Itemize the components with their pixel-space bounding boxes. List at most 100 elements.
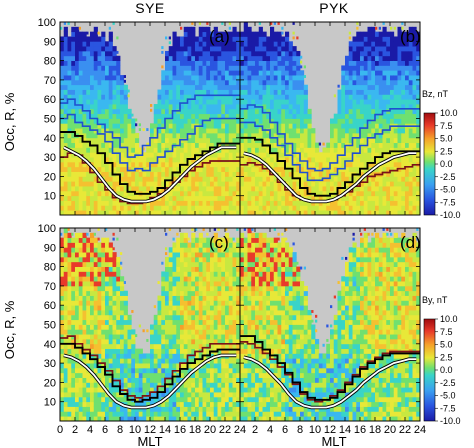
heatmap-cell <box>262 31 267 37</box>
heatmap-cell <box>198 147 203 153</box>
heatmap-cell <box>333 176 338 182</box>
heatmap-cell <box>348 79 353 86</box>
heatmap-cell <box>288 161 293 168</box>
heatmap-cell <box>258 75 263 81</box>
heatmap-cell <box>363 200 368 206</box>
heatmap-cell <box>71 75 76 81</box>
heatmap-cell <box>277 118 282 124</box>
heatmap-cell <box>382 190 387 197</box>
heatmap-cell <box>97 190 102 197</box>
heatmap-cell <box>198 396 203 403</box>
heatmap-cell <box>210 200 215 206</box>
heatmap-cell <box>82 94 87 100</box>
heatmap-cell <box>105 132 110 139</box>
heatmap-cell <box>401 128 406 134</box>
heatmap-cell <box>322 161 327 168</box>
heatmap-cell <box>375 142 380 148</box>
heatmap-cell <box>168 281 173 287</box>
heatmap-cell <box>225 55 230 61</box>
heatmap-cell <box>60 387 65 393</box>
heatmap-cell <box>191 372 196 378</box>
heatmap-cell <box>213 310 218 316</box>
heatmap-cell <box>116 329 121 335</box>
heatmap-cell <box>93 132 98 139</box>
heatmap-cell <box>206 343 211 350</box>
heatmap-cell <box>183 329 188 335</box>
heatmap-cell <box>67 396 72 403</box>
heatmap-cell <box>270 108 275 115</box>
heatmap-cell <box>266 84 271 90</box>
heatmap-cell <box>198 343 203 350</box>
heatmap-cell <box>401 118 406 124</box>
heatmap-cell <box>285 200 290 206</box>
heatmap-cell <box>60 396 65 403</box>
heatmap-cell <box>386 50 391 57</box>
heatmap-cell <box>397 94 402 100</box>
heatmap-cell <box>105 411 110 417</box>
scatter-cell <box>97 228 100 231</box>
heatmap-cell <box>78 334 83 340</box>
heatmap-cell <box>401 205 406 211</box>
heatmap-cell <box>195 334 200 340</box>
heatmap-cell <box>405 113 410 119</box>
heatmap-cell <box>60 99 65 105</box>
heatmap-cell <box>71 406 76 412</box>
heatmap-cell <box>202 176 207 182</box>
heatmap-cell <box>221 152 226 158</box>
heatmap-cell <box>397 113 402 119</box>
heatmap-cell <box>191 295 196 301</box>
heatmap-cell <box>71 190 76 197</box>
heatmap-cell <box>105 252 110 258</box>
heatmap-cell <box>322 152 327 158</box>
heatmap-cell <box>153 132 158 139</box>
heatmap-cell <box>157 377 162 383</box>
heatmap-cell <box>356 142 361 148</box>
heatmap-cell <box>123 310 128 316</box>
heatmap-cell <box>382 118 387 124</box>
scatter-cell <box>157 281 160 284</box>
heatmap-cell <box>371 181 376 187</box>
heatmap-cell <box>195 329 200 335</box>
heatmap-cell <box>236 142 240 148</box>
heatmap-cell <box>210 300 215 306</box>
heatmap-cell <box>108 99 113 105</box>
heatmap-cell <box>243 94 248 100</box>
heatmap-cell <box>93 343 98 350</box>
heatmap-cell <box>393 79 398 86</box>
heatmap-cell <box>93 118 98 124</box>
heatmap-cell <box>326 210 331 215</box>
heatmap-cell <box>255 190 260 197</box>
heatmap-cell <box>127 181 132 187</box>
heatmap-cell <box>273 132 278 139</box>
heatmap-cell <box>251 200 256 206</box>
heatmap-cell <box>101 137 106 144</box>
heatmap-cell <box>90 157 95 163</box>
heatmap-cell <box>217 242 222 248</box>
heatmap-cell <box>183 237 188 243</box>
heatmap-cell <box>150 353 155 359</box>
heatmap-cell <box>198 65 203 71</box>
heatmap-cell <box>277 132 282 139</box>
heatmap-cell <box>221 367 226 374</box>
heatmap-cell <box>232 200 237 206</box>
heatmap-cell <box>206 137 211 144</box>
heatmap-cell <box>60 372 65 378</box>
heatmap-cell <box>153 113 158 119</box>
heatmap-cell <box>397 210 402 215</box>
heatmap-cell <box>345 79 350 86</box>
heatmap-cell <box>292 205 297 211</box>
heatmap-cell <box>397 181 402 187</box>
heatmap-cell <box>345 118 350 124</box>
heatmap-cell <box>165 300 170 306</box>
heatmap-cell <box>60 392 65 398</box>
heatmap-cell <box>168 205 173 211</box>
heatmap-cell <box>412 166 417 172</box>
heatmap-cell <box>78 36 83 42</box>
heatmap-cell <box>225 137 230 144</box>
heatmap-cell <box>78 94 83 100</box>
heatmap-cell <box>300 181 305 187</box>
heatmap-cell <box>232 367 237 374</box>
heatmap-cell <box>112 324 117 330</box>
heatmap-cell <box>266 200 271 206</box>
heatmap-cell <box>67 50 72 57</box>
